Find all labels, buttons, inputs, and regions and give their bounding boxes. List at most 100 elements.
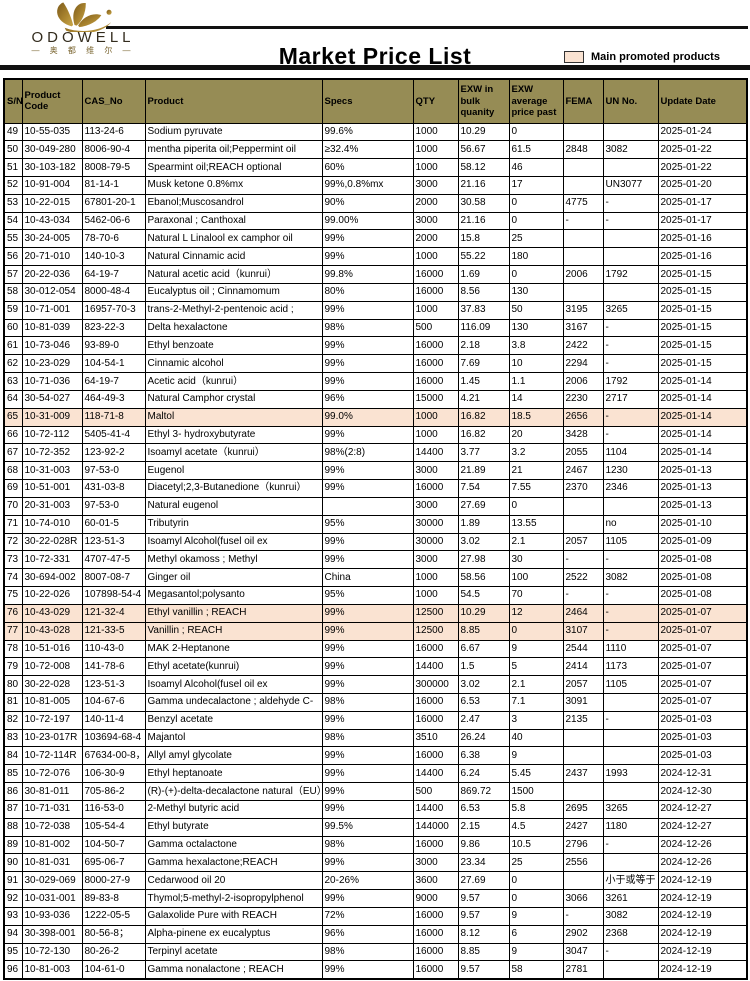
cell-product: Acetic acid（kunrui） [144,372,323,391]
cell-update-date: 2024-12-27 [657,799,748,819]
cell-product-code: 10-22-026 [21,586,83,605]
cell-specs: 99% [321,550,414,570]
cell-cas-no: 105-54-4 [81,817,146,837]
cell-sn: 73 [3,550,23,570]
cell-specs: 99% [321,675,414,694]
cell-cas-no: 823-22-3 [81,318,146,338]
cell-exw-bulk: 2.18 [457,336,510,356]
cell-update-date: 2025-01-09 [657,532,748,552]
cell-product-code: 20-31-003 [21,496,83,516]
cell-cas-no: 64-19-7 [81,265,146,284]
cell-un-no: 2717 [602,389,659,409]
cell-update-date: 2025-01-13 [657,461,748,481]
cell-sn: 89 [3,835,23,855]
cell-exw-avg: 30 [508,550,564,570]
cell-exw-bulk: 6.53 [457,799,510,819]
cell-fema: 2437 [562,764,604,784]
cell-specs: 99% [321,639,414,659]
cell-sn: 63 [3,372,23,391]
cell-fema [562,282,604,302]
cell-sn: 68 [3,461,23,481]
cell-qty: 500 [412,318,459,338]
cell-exw-bulk: 30.58 [457,193,510,213]
cell-product: Eucalyptus oil ; Cinnamomum [144,282,323,302]
cell-product: Delta hexalactone [144,318,323,338]
cell-fema: 2427 [562,817,604,837]
cell-product: Gamma octalactone [144,835,323,855]
cell-sn: 78 [3,639,23,659]
cell-fema: - [562,586,604,605]
cell-product-code: 30-029-069 [21,871,83,891]
cell-fema: - [562,906,604,926]
cell-fema: 3195 [562,300,604,320]
cell-fema: 2544 [562,639,604,659]
cell-qty: 3000 [412,211,459,231]
table-row: 94 30-398-001 80-56-8； Alpha-pinene ex euca… [3,924,748,944]
cell-exw-bulk: 26.24 [457,728,510,748]
cell-product-code: 10-74-010 [21,514,83,534]
cell-fema: 3091 [562,693,604,712]
cell-sn: 56 [3,247,23,267]
table-row: 80 30-22-028 123-51-3 Isoamyl Alcohol(fusel… [3,675,748,694]
cell-qty: 16000 [412,265,459,284]
header-thick-rule [0,65,750,70]
cell-product-code: 10-72-197 [21,710,83,730]
cell-specs: 99% [321,853,414,873]
cell-exw-avg: 14 [508,389,564,409]
cell-fema: 2006 [562,372,604,391]
cell-exw-bulk: 3.02 [457,675,510,694]
cell-exw-bulk: 15.8 [457,229,510,249]
col-header-un-no: UN No. [602,78,659,124]
cell-product-code: 30-103-182 [21,158,83,177]
cell-product-code: 10-71-036 [21,372,83,391]
cell-exw-avg: 3.8 [508,336,564,356]
table-row: 96 10-81-003 104-61-0 Gamma nonalactone ; R… [3,960,748,980]
cell-sn: 90 [3,853,23,873]
cell-fema [562,158,604,177]
cell-exw-bulk: 21.16 [457,175,510,195]
cell-cas-no: 78-70-6 [81,229,146,249]
cell-product: mentha piperita oil;Peppermint oil [144,140,323,160]
cell-qty: 1000 [412,568,459,588]
cell-fema: 3107 [562,621,604,641]
cell-product: Natural acetic acid（kunrui） [144,265,323,284]
cell-fema: 2781 [562,960,604,980]
table-row: 79 10-72-008 141-78-6 Ethyl acetate(kunrui)… [3,657,748,677]
cell-cas-no: 81-14-1 [81,175,146,195]
cell-exw-avg: 50 [508,300,564,320]
cell-sn: 96 [3,960,23,980]
cell-cas-no: 106-30-9 [81,764,146,784]
table-row: 87 10-71-031 116-53-0 2-Methyl butyric acid… [3,799,748,819]
cell-exw-avg: 0 [508,211,564,231]
cell-qty: 144000 [412,817,459,837]
cell-fema: 3047 [562,942,604,962]
cell-cas-no: 140-11-4 [81,710,146,730]
cell-qty: 12500 [412,621,459,641]
cell-fema [562,496,604,516]
cell-update-date: 2025-01-15 [657,354,748,374]
cell-product-code: 10-81-039 [21,318,83,338]
cell-un-no: - [602,586,659,605]
cell-update-date: 2025-01-22 [657,158,748,177]
cell-update-date: 2025-01-10 [657,514,748,534]
cell-product-code: 10-72-331 [21,550,83,570]
table-row: 50 30-049-280 8006-90-4 mentha piperita oil… [3,140,748,160]
cell-qty: 2000 [412,229,459,249]
cell-exw-avg: 0 [508,889,564,908]
cell-un-no: - [602,193,659,213]
cell-exw-avg: 100 [508,568,564,588]
cell-qty: 30000 [412,532,459,552]
butterfly-orchid-icon [57,2,112,32]
cell-fema: 2467 [562,461,604,481]
cell-specs: 99.00% [321,211,414,231]
cell-cas-no: 104-54-1 [81,354,146,374]
cell-product-code: 10-31-003 [21,461,83,481]
cell-product: Musk ketone 0.8%mx [144,175,323,195]
cell-update-date: 2025-01-14 [657,407,748,427]
price-table-body: 49 10-55-035 113-24-6 Sodium pyruvate 99.6% 1… [3,122,748,980]
cell-sn: 70 [3,496,23,516]
col-header-sn: S/N [3,78,23,124]
cell-sn: 57 [3,265,23,284]
cell-specs: 99% [321,229,414,249]
cell-update-date: 2025-01-17 [657,193,748,213]
